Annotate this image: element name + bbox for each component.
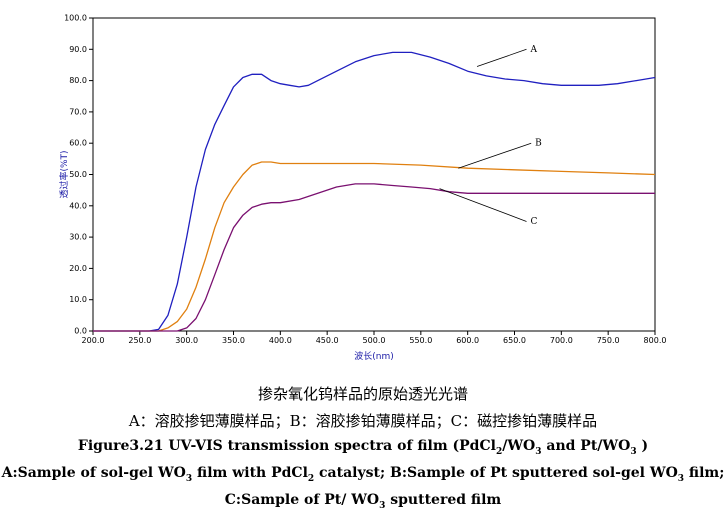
annotation-c-label: C: [531, 217, 538, 227]
annotation-a-label: A: [530, 45, 538, 55]
x-tick-label: 200.0: [82, 336, 105, 345]
series-c-line: [93, 183, 655, 332]
y-tick-label: 30.0: [69, 233, 87, 242]
sample-description-ab: A:Sample of sol-gel WO3 film with PdCl2 …: [1, 465, 725, 484]
x-tick-label: 300.0: [175, 336, 198, 345]
spectra-chart: 200.0 250.0 300.0 350.0 400.0 450.0 500.0 550.0…: [58, 14, 666, 363]
y-tick-label: 100.0: [64, 14, 87, 23]
y-tick-label: 80.0: [69, 76, 87, 85]
chart-series: [93, 51, 656, 332]
caption-chinese-legend: A：溶胶掺钯薄膜样品；B：溶胶掺铂薄膜样品；C：磁控掺铂薄膜样品: [128, 412, 598, 430]
y-tick-label: 0.0: [74, 327, 87, 336]
y-tick-label: 50.0: [69, 170, 87, 179]
x-tick-label: 400.0: [269, 336, 292, 345]
y-tick-label: 10.0: [69, 295, 87, 304]
x-tick-label: 750.0: [597, 336, 620, 345]
sample-description-c: C:Sample of Pt/ WO3 sputtered film: [224, 492, 502, 511]
x-tick-label: 800.0: [644, 336, 667, 345]
y-axis-label: 透过率(%T): [58, 150, 70, 198]
x-tick-label: 550.0: [409, 336, 432, 345]
y-tick-label: 40.0: [69, 201, 87, 210]
y-tick-label: 20.0: [69, 264, 87, 273]
x-tick-label: 700.0: [550, 336, 573, 345]
x-tick-label: 350.0: [222, 336, 245, 345]
annotation-b-label: B: [535, 139, 542, 149]
x-tick-label: 600.0: [456, 336, 479, 345]
chart-ticks: 200.0 250.0 300.0 350.0 400.0 450.0 500.0 550.0…: [64, 14, 666, 346]
x-tick-label: 650.0: [503, 336, 526, 345]
figure-caption: Figure3.21 UV-VIS transmission spectra o…: [77, 438, 649, 457]
y-tick-label: 90.0: [69, 45, 87, 54]
annotation-c-leader: [439, 188, 527, 222]
annotation-b-leader: [458, 142, 532, 169]
x-tick-label: 500.0: [363, 336, 386, 345]
x-axis-label: 波长(nm): [354, 350, 394, 362]
chart-annotations: A B C: [439, 45, 542, 227]
x-tick-label: 450.0: [316, 336, 339, 345]
y-tick-label: 70.0: [69, 107, 87, 116]
caption-chinese-title: 掺杂氧化钨样品的原始透光光谱: [257, 385, 468, 403]
series-b-line: [93, 161, 656, 332]
series-a-line: [93, 51, 656, 332]
x-tick-label: 250.0: [128, 336, 151, 345]
annotation-a-leader: [476, 48, 527, 67]
y-tick-label: 60.0: [69, 139, 87, 148]
